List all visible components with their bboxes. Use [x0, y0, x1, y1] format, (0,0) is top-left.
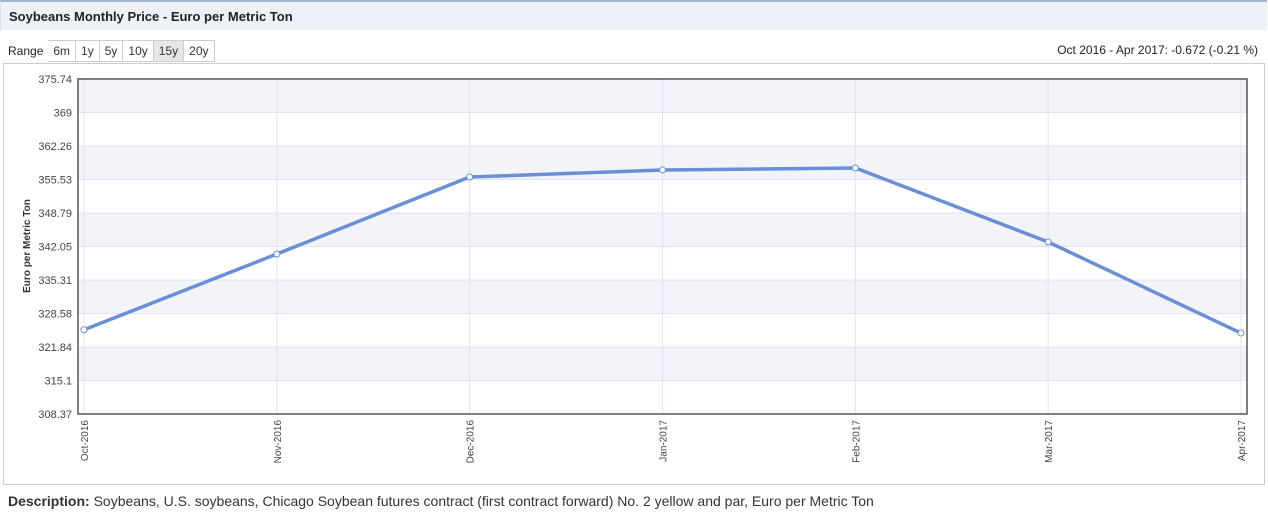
- chart: Euro per Metric Ton 308.37 315.1 321.84 328…: [3, 63, 1265, 485]
- data-point: [80, 326, 88, 334]
- range-button[interactable]: 10y: [123, 40, 154, 62]
- range-button[interactable]: 5y: [99, 40, 124, 62]
- x-tick-label: Oct-2016: [80, 420, 91, 462]
- y-tick-label: 342.05: [38, 242, 72, 254]
- y-tick-label: 355.53: [38, 174, 72, 186]
- description: Description: Soybeans, U.S. soybeans, Ch…: [8, 493, 874, 509]
- y-tick-label: 369: [54, 108, 72, 120]
- range-button[interactable]: 15y: [153, 40, 185, 62]
- y-tick-label: 362.26: [38, 141, 72, 153]
- x-tick-label: Nov-2016: [273, 420, 284, 464]
- x-tick-label: Feb-2017: [851, 420, 862, 463]
- data-point: [1237, 329, 1245, 337]
- title: Soybeans Monthly Price - Euro per Metric…: [9, 9, 293, 24]
- summary: Oct 2016 - Apr 2017: -0.672 (-0.21 %): [1057, 43, 1258, 57]
- range-button[interactable]: 20y: [184, 40, 215, 62]
- x-tick-label: Mar-2017: [1044, 420, 1055, 463]
- y-axis-label: Euro per Metric Ton: [22, 199, 33, 293]
- data-point: [273, 250, 281, 258]
- range-selector: Range 6m 1y 5y 10y 15y 20y: [8, 40, 215, 62]
- plot-frame: [77, 78, 1248, 415]
- range-label: Range: [8, 44, 44, 58]
- description-text: Soybeans, U.S. soybeans, Chicago Soybean…: [93, 493, 874, 509]
- chart-frame: [3, 63, 1265, 485]
- y-tick-label: 335.31: [38, 275, 72, 287]
- range-button[interactable]: 6m: [48, 40, 77, 62]
- data-point: [851, 164, 859, 172]
- y-tick-label: 348.79: [38, 208, 72, 220]
- y-tick-label: 308.37: [38, 409, 72, 421]
- y-tick-label: 321.84: [38, 342, 72, 354]
- x-tick-label: Jan-2017: [659, 420, 670, 462]
- data-point: [466, 173, 474, 181]
- x-tick-label: Apr-2017: [1237, 420, 1248, 462]
- range-button[interactable]: 1y: [76, 40, 100, 62]
- data-point: [659, 166, 666, 174]
- y-tick-label: 328.58: [38, 309, 72, 321]
- x-tick-label: Dec-2016: [466, 420, 477, 464]
- description-label: Description:: [8, 493, 90, 509]
- data-point: [1044, 238, 1052, 246]
- y-tick-label: 375.74: [38, 74, 72, 86]
- y-tick-label: 315.1: [44, 376, 72, 388]
- header: Soybeans Monthly Price - Euro per Metric…: [0, 0, 1267, 30]
